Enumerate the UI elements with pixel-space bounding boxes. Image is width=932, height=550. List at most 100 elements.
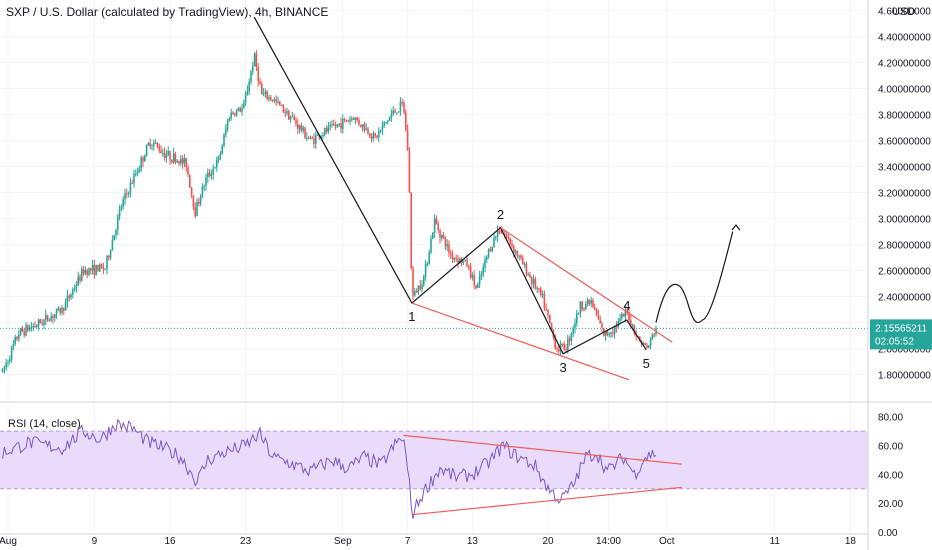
candle-body [642,343,645,345]
candle-body [324,128,326,135]
candle-body [257,67,259,82]
candle-body [124,193,126,200]
candle-body [356,117,358,120]
candle-body [336,123,339,127]
candle-body [516,250,519,257]
candle-body [118,208,121,217]
candle-body [187,167,189,175]
candle-body [448,244,450,254]
candle-body [61,307,63,313]
candle-body [167,151,169,156]
candle-body [417,285,420,293]
rsi-tick-label: 0.00 [878,528,898,539]
candle-body [527,274,529,276]
candle-body [95,264,97,275]
candle-body [453,257,456,260]
candle-body [459,258,461,264]
candle-body [203,185,205,187]
candle-body [117,216,119,230]
candle-body [153,143,155,146]
rsi-line [2,418,657,519]
candle-body [234,114,236,116]
candle-body [351,118,353,120]
time-tick-label: 16 [164,536,176,547]
candle-body [158,146,160,151]
candle-body [644,343,646,346]
candle-body [316,134,319,136]
candle-body [277,101,279,103]
candle-body [547,309,549,315]
candle-body [633,324,636,335]
candle-body [264,91,267,95]
candle-body [529,274,531,278]
candle-body [225,129,227,135]
candle-body [271,99,274,101]
candle-body [97,264,99,272]
candle-body [144,155,146,162]
rsi-label: RSI (14, close) [8,418,81,430]
rsi-tick-label: 60.00 [878,441,903,452]
candle-body [446,244,448,247]
wave-label: 4 [623,298,630,313]
candle-body [604,331,607,336]
rsi-tick-label: 40.00 [878,470,903,481]
candle-body [156,142,159,147]
wave-label: 2 [497,207,504,222]
candle-body [426,263,429,265]
price-candles [1,50,657,374]
currency-label[interactable]: USD [892,6,915,18]
candle-body [243,103,245,109]
candle-body [444,237,447,247]
candle-body [509,237,511,244]
candle-body [284,112,286,114]
candle-body [270,97,272,100]
candle-body [111,240,114,251]
candle-body [496,231,499,237]
price-tick-label: 3.00000000 [878,215,931,226]
candle-body [221,146,223,154]
time-tick-label: Aug [0,536,17,547]
candle-body [432,232,434,239]
candle-body [7,361,9,363]
candle-body [91,264,94,271]
candle-body [601,323,603,328]
candle-body [572,328,574,334]
candle-body [18,334,20,340]
candle-body [5,362,7,368]
candle-body [349,119,351,122]
candle-body [66,295,69,302]
candle-body [379,129,382,132]
candle-body [212,168,214,175]
candle-body [424,263,427,277]
candle-body [619,318,621,322]
candle-body [334,125,337,127]
candle-body [223,134,225,147]
candle-body [561,343,564,345]
candle-body [464,259,466,261]
candle-body [79,276,81,281]
candle-body [262,94,265,96]
candle-body [505,234,508,237]
candle-body [253,53,256,67]
price-tick-label: 3.20000000 [878,189,931,200]
candle-body [32,325,34,328]
candle-body [309,137,312,139]
price-tick-label: 3.40000000 [878,163,931,174]
candle-body [140,157,142,168]
candle-body [588,300,591,304]
candle-body [622,313,625,317]
candle-body [372,133,375,139]
candle-body [468,266,470,268]
candle-body [226,121,229,130]
candle-body [423,276,425,285]
candle-body [181,158,184,164]
candle-body [369,133,371,137]
candle-body [293,116,295,121]
candle-body [363,124,366,131]
candle-body [149,143,151,147]
candle-body [196,202,198,217]
candle-body [178,160,180,164]
candle-body [291,116,294,118]
candle-body [646,345,648,348]
